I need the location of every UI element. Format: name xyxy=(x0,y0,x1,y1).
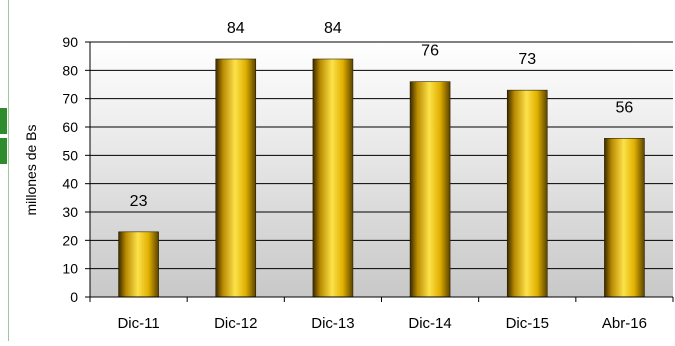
bars: 23 84 84 76 73 56 xyxy=(118,20,645,298)
y-axis-label: millones de Bs xyxy=(23,124,39,215)
x-tick-label: Dic-15 xyxy=(506,315,549,332)
plot-area xyxy=(90,42,673,297)
data-label: 73 xyxy=(518,51,536,68)
x-tick-label: Abr-16 xyxy=(602,315,647,332)
y-tick-label: 40 xyxy=(62,176,78,192)
bar xyxy=(118,231,159,298)
y-tick-label: 30 xyxy=(62,204,78,220)
data-label: 84 xyxy=(227,20,245,37)
sheet-edge-cell xyxy=(0,108,7,134)
data-label: 84 xyxy=(324,20,342,37)
y-tick-label: 60 xyxy=(62,119,78,135)
data-label: 23 xyxy=(130,193,148,210)
x-tick-label: Dic-14 xyxy=(408,315,451,332)
y-tick-label: 80 xyxy=(62,62,78,78)
bar xyxy=(604,138,645,298)
x-tick-label: Dic-11 xyxy=(117,315,159,332)
x-tick-label: Dic-13 xyxy=(311,315,354,332)
bar xyxy=(312,58,354,298)
gridlines xyxy=(90,41,673,270)
bar xyxy=(409,81,451,298)
data-label: 76 xyxy=(421,43,439,60)
y-tick-label: 20 xyxy=(62,232,78,248)
bar xyxy=(506,89,548,298)
y-axis-ticks: 0 10 20 30 40 50 60 70 80 90 xyxy=(62,34,90,305)
sheet-edge-cell xyxy=(0,138,7,164)
x-axis-ticks: Dic-11 Dic-12 Dic-13 Dic-14 Dic-15 Abr-16 xyxy=(89,297,674,332)
y-tick-label: 0 xyxy=(70,289,78,305)
y-tick-label: 50 xyxy=(62,147,78,163)
sheet-edge-strip xyxy=(0,0,9,341)
y-tick-label: 90 xyxy=(62,34,78,50)
x-tick-label: Dic-12 xyxy=(214,315,257,332)
data-label: 56 xyxy=(616,99,634,116)
bar xyxy=(215,58,257,298)
y-tick-label: 10 xyxy=(62,261,78,277)
y-tick-label: 70 xyxy=(62,91,78,107)
